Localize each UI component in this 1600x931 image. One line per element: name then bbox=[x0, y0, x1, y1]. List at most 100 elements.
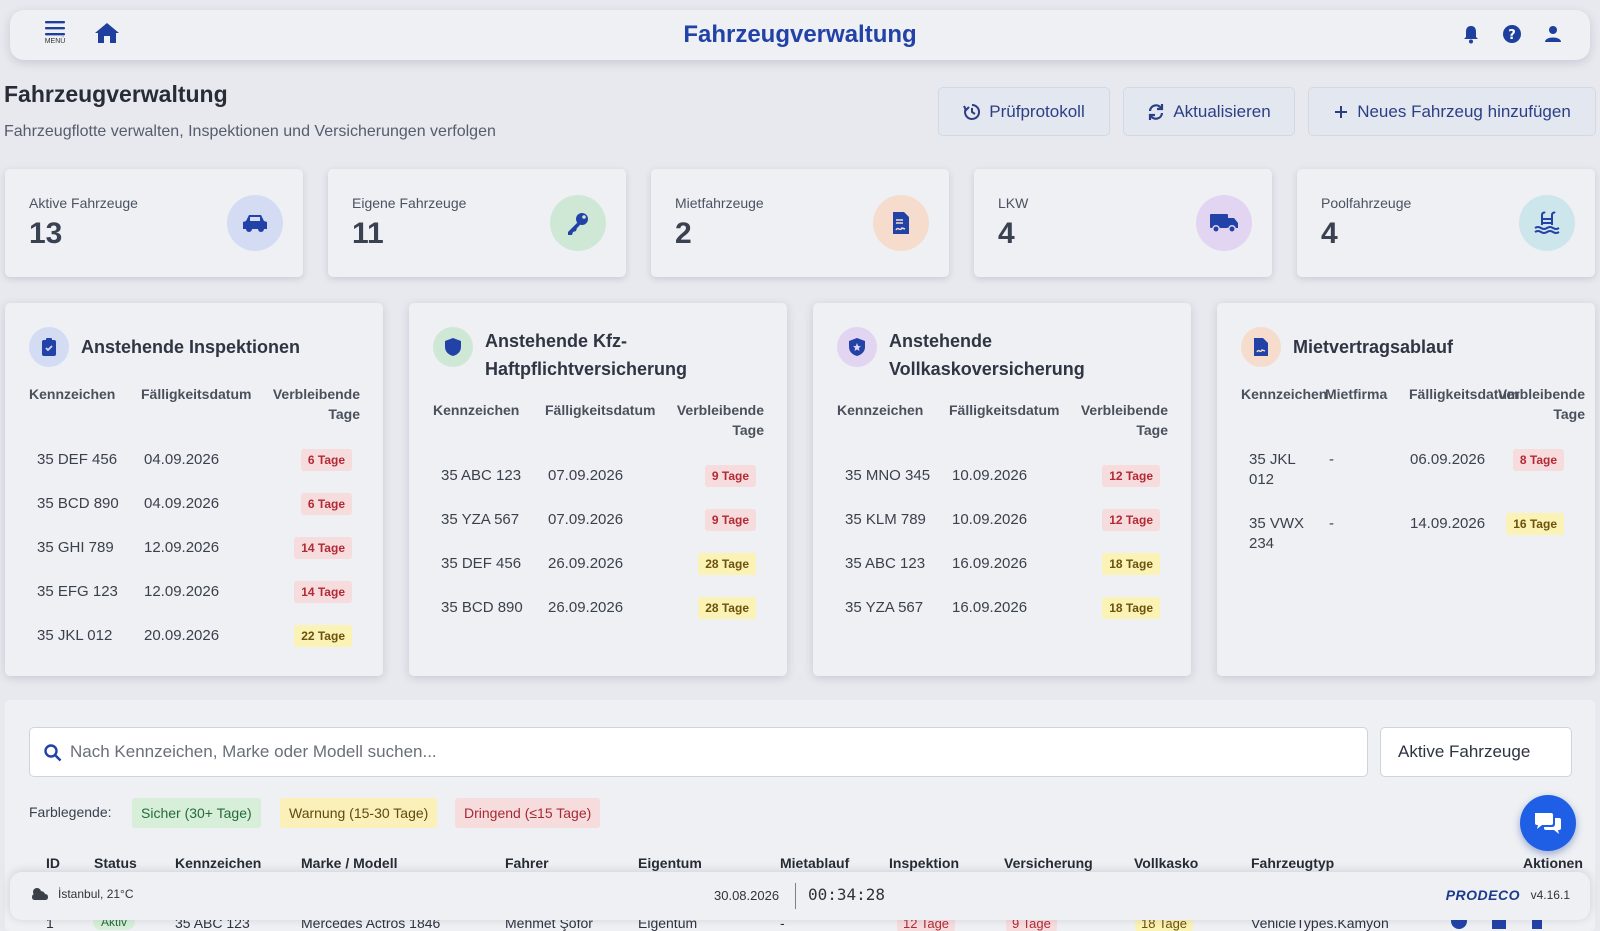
due-date: 06.09.2026 bbox=[1410, 451, 1486, 468]
column-header-vehicle-type[interactable]: Fahrzeugtyp bbox=[1251, 855, 1335, 871]
days-badge: 12 Tage bbox=[1102, 509, 1160, 531]
contract-icon bbox=[873, 195, 929, 251]
refresh-icon bbox=[1149, 103, 1164, 120]
column-header-ownership[interactable]: Eigentum bbox=[638, 855, 702, 871]
due-date: 16.09.2026 bbox=[952, 555, 1028, 572]
search-input[interactable] bbox=[70, 728, 1350, 776]
legend-safe: Sicher (30+ Tage) bbox=[132, 798, 261, 828]
days-badge: 16 Tage bbox=[1506, 513, 1564, 535]
column-header: Fälligkeitsdatum bbox=[1409, 386, 1520, 402]
home-icon[interactable] bbox=[94, 21, 120, 45]
stat-value: 4 bbox=[1321, 217, 1338, 250]
search-icon bbox=[44, 744, 62, 762]
weather-text: İstanbul, 21°C bbox=[58, 887, 134, 901]
column-header: Fälligkeitsdatum bbox=[545, 402, 656, 418]
search-box bbox=[29, 727, 1368, 777]
hamburger-icon bbox=[45, 21, 65, 36]
bell-icon[interactable] bbox=[1462, 24, 1480, 44]
column-header-model[interactable]: Marke / Modell bbox=[301, 855, 398, 871]
car-icon bbox=[227, 195, 283, 251]
truck-icon bbox=[1196, 195, 1252, 251]
days-badge: 18 Tage bbox=[1102, 553, 1160, 575]
due-date: 16.09.2026 bbox=[952, 599, 1028, 616]
column-header-lease[interactable]: Mietablauf bbox=[780, 855, 850, 871]
shield-star-icon bbox=[837, 327, 877, 367]
stat-label: Poolfahrzeuge bbox=[1321, 195, 1412, 211]
column-header-comprehensive[interactable]: Vollkasko bbox=[1134, 855, 1199, 871]
panel-title: Anstehende Kfz- Haftpflichtversicherung bbox=[485, 331, 688, 379]
status-filter-select[interactable]: Aktive Fahrzeuge bbox=[1380, 727, 1572, 777]
contract-icon bbox=[1241, 327, 1281, 367]
refresh-button[interactable]: Aktualisieren bbox=[1123, 87, 1295, 136]
days-badge: 9 Tage bbox=[704, 465, 756, 487]
column-header: Verbleibende Tage bbox=[1497, 386, 1585, 422]
days-badge: 6 Tage bbox=[300, 493, 352, 515]
delete-icon[interactable] bbox=[1530, 912, 1544, 930]
due-date: 07.09.2026 bbox=[548, 511, 624, 528]
audit-log-label: Prüfprotokoll bbox=[989, 101, 1085, 121]
status-clock: 00:34:28 bbox=[808, 885, 886, 904]
stat-pool-vehicles: Poolfahrzeuge 4 bbox=[1297, 169, 1595, 277]
stat-label: Eigene Fahrzeuge bbox=[352, 195, 467, 211]
days-badge: 12 Tage bbox=[1102, 465, 1160, 487]
refresh-label: Aktualisieren bbox=[1173, 101, 1271, 121]
status-bar: İstanbul, 21°C 30.08.2026 00:34:28 PRODE… bbox=[10, 872, 1590, 920]
plate: 35 YZA 567 bbox=[845, 599, 924, 616]
plate: 35 EFG 123 bbox=[37, 583, 118, 600]
column-header: Kennzeichen bbox=[837, 402, 924, 418]
column-header: Verbleibende Tage bbox=[272, 386, 360, 422]
column-header-driver[interactable]: Fahrer bbox=[505, 855, 549, 871]
panel-liability-insurance: Anstehende Kfz- Haftpflichtversicherung K… bbox=[409, 303, 787, 676]
app-title: Fahrzeugverwaltung bbox=[683, 21, 917, 48]
panel-title: Anstehende Vollkaskoversicherung bbox=[889, 331, 1085, 379]
chat-button[interactable] bbox=[1520, 795, 1576, 851]
stat-active-vehicles: Aktive Fahrzeuge 13 bbox=[5, 169, 303, 277]
column-header-inspection[interactable]: Inspektion bbox=[889, 855, 960, 871]
plate: 35 KLM 789 bbox=[845, 511, 926, 528]
help-icon[interactable]: ? bbox=[1502, 24, 1522, 44]
panel-inspections: Anstehende Inspektionen Kennzeichen Fäll… bbox=[5, 303, 383, 676]
legend-warning: Warnung (15-30 Tage) bbox=[280, 798, 438, 828]
weather-cloud-icon bbox=[32, 888, 48, 900]
due-date: 12.09.2026 bbox=[144, 539, 220, 556]
days-badge: 14 Tage bbox=[294, 537, 352, 559]
panel-lease-expiry: Mietvertragsablauf Kennzeichen Mietfirma… bbox=[1217, 303, 1595, 676]
column-header: Kennzeichen bbox=[29, 386, 116, 402]
plate: 35 DEF 456 bbox=[37, 451, 118, 468]
days-badge: 28 Tage bbox=[698, 553, 756, 575]
page-title: Fahrzeugverwaltung bbox=[4, 81, 228, 107]
stat-value: 4 bbox=[998, 217, 1015, 250]
column-header-insurance[interactable]: Versicherung bbox=[1004, 855, 1093, 871]
due-date: 26.09.2026 bbox=[548, 555, 624, 572]
row-lease: - bbox=[780, 915, 785, 931]
days-badge: 6 Tage bbox=[300, 449, 352, 471]
user-icon[interactable] bbox=[1544, 24, 1562, 44]
key-icon bbox=[550, 195, 606, 251]
add-vehicle-button[interactable]: Neues Fahrzeug hinzufügen bbox=[1308, 87, 1596, 136]
due-date: 10.09.2026 bbox=[952, 467, 1028, 484]
clipboard-check-icon bbox=[29, 327, 69, 367]
column-header-plate[interactable]: Kennzeichen bbox=[175, 855, 262, 871]
stat-trucks: LKW 4 bbox=[974, 169, 1272, 277]
due-date: 10.09.2026 bbox=[952, 511, 1028, 528]
brand-logo: PRODECO bbox=[1445, 887, 1520, 903]
plate: 35 VWX 234 bbox=[1249, 515, 1305, 552]
days-badge: 28 Tage bbox=[698, 597, 756, 619]
column-header-status[interactable]: Status bbox=[94, 855, 137, 871]
due-date: 20.09.2026 bbox=[144, 627, 220, 644]
plate: 35 JKL 012 bbox=[1249, 451, 1296, 488]
plate: 35 DEF 456 bbox=[441, 555, 522, 572]
due-date: 14.09.2026 bbox=[1410, 515, 1486, 532]
days-badge: 9 Tage bbox=[704, 509, 756, 531]
panel-title: Mietvertragsablauf bbox=[1293, 337, 1454, 357]
pool-icon bbox=[1519, 195, 1575, 251]
menu-button[interactable]: MENÜ bbox=[40, 20, 70, 54]
column-header-id[interactable]: ID bbox=[46, 855, 60, 871]
due-date: 26.09.2026 bbox=[548, 599, 624, 616]
column-header-actions: Aktionen bbox=[1523, 855, 1583, 871]
legend-urgent: Dringend (≤15 Tage) bbox=[455, 798, 601, 828]
due-date: 04.09.2026 bbox=[144, 495, 220, 512]
column-header: Kennzeichen bbox=[1241, 386, 1328, 402]
audit-log-button[interactable]: Prüfprotokoll bbox=[938, 87, 1110, 136]
plate: 35 JKL 012 bbox=[37, 627, 113, 644]
